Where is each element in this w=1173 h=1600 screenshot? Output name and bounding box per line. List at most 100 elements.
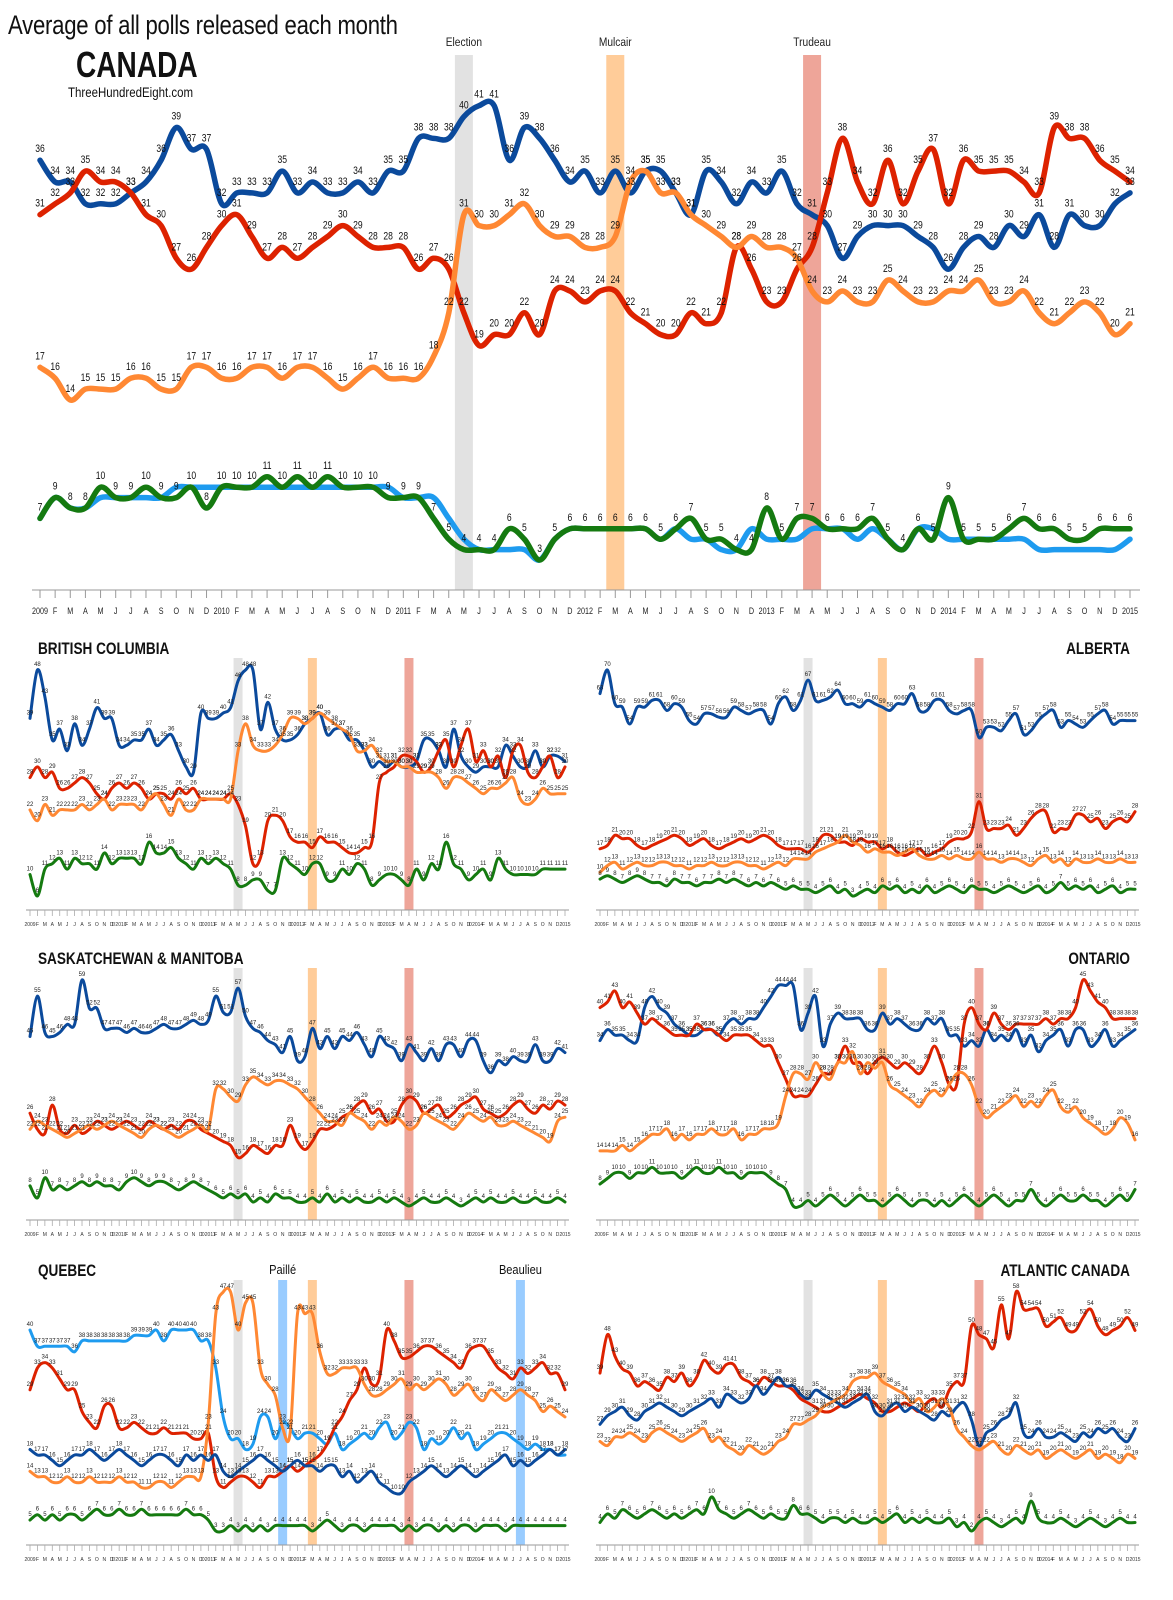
panel-x-tick-label: D <box>110 1557 114 1563</box>
panel-data-label-lpc: 19 <box>294 1133 301 1139</box>
panel-data-label-grn: 10 <box>745 1165 752 1171</box>
panel-data-label-lpc: 16 <box>302 834 309 840</box>
panel-data-label-ndp: 25 <box>554 786 561 792</box>
panel-data-label-grn: 6 <box>695 878 699 884</box>
panel-x-tick-label: O <box>932 922 936 928</box>
panel-data-label-cpc: 54 <box>1109 716 1116 722</box>
panel-x-tick-label: D2012 <box>860 1557 875 1563</box>
panel-data-label-lpc: 26 <box>175 780 182 786</box>
panel-data-label-cpc: 62 <box>827 689 834 695</box>
panel-data-label-ndp: 20 <box>138 1129 145 1135</box>
panel-data-label-cpc: 46 <box>235 673 242 679</box>
panel-data-label-grn: 4 <box>563 1518 567 1524</box>
panel-data-label-cpc: 14 <box>465 1463 472 1469</box>
panel-data-label-ndp: 20 <box>1005 1446 1012 1452</box>
panel-data-label-lpc: 38 <box>738 1369 745 1375</box>
panel-data-label-grn: 9 <box>259 872 263 878</box>
panel-x-tick-label: F <box>873 1557 876 1563</box>
panel-x-tick-label: O <box>1022 1557 1026 1563</box>
data-label-grn: 6 <box>583 512 588 524</box>
panel-data-label-ndp: 27 <box>827 1071 834 1077</box>
panel-data-label-grn: 4 <box>814 885 818 891</box>
panel-data-label-cpc: 41 <box>279 1045 286 1051</box>
panel-x-tick-label: O <box>843 1557 847 1563</box>
panel-data-label-cpc: 61 <box>812 692 819 698</box>
panel-data-label-ndp: 29 <box>413 764 420 770</box>
data-label-grn: 10 <box>232 470 242 482</box>
panel-data-label-ndp: 22 <box>64 802 71 808</box>
panel-series-line-grn <box>28 840 567 898</box>
data-label-ndp: 16 <box>141 361 151 373</box>
panel-data-label-grn: 3 <box>266 1523 270 1529</box>
panel-data-label-grn: 5 <box>1074 1192 1078 1198</box>
panel-data-label-lpc: 31 <box>894 1399 901 1405</box>
panel-data-label-ndp: 32 <box>212 1081 219 1087</box>
panel-data-label-grn: 5 <box>474 1190 478 1196</box>
panel-data-label-cpc: 28 <box>998 1412 1005 1418</box>
panel-x-tick-label: M <box>717 922 721 928</box>
panel-data-label-cpc: 15 <box>302 1458 309 1464</box>
data-label-ndp: 20 <box>1110 318 1120 330</box>
panel-data-label-ndp: 14 <box>946 851 953 857</box>
panel-data-label-grn: 3 <box>1104 1519 1108 1525</box>
data-label-grn: 6 <box>567 512 572 524</box>
panel-data-label-lpc: 33 <box>797 1391 804 1397</box>
panel-data-label-bq: 20 <box>428 1431 435 1437</box>
x-tick-label: O <box>718 606 724 616</box>
panel-data-label-ndp: 28 <box>790 1066 797 1072</box>
panel-x-tick-label: M <box>325 1232 329 1238</box>
panel-data-label-ndp: 26 <box>547 1398 554 1404</box>
data-label-cpc: 32 <box>81 187 91 199</box>
panel-x-tick-label: F <box>873 922 876 928</box>
data-label-cpc: 32 <box>792 187 802 199</box>
panel-data-label-ndp: 21 <box>998 1442 1005 1448</box>
panel-data-label-bq: 21 <box>502 1425 509 1431</box>
panel-data-label-grn: 4 <box>467 1518 471 1524</box>
panel-data-label-lpc: 33 <box>458 1360 465 1366</box>
panel-data-label-ndp: 22 <box>604 1438 611 1444</box>
panel-data-label-grn: 6 <box>177 1507 181 1513</box>
panel-data-label-lpc: 19 <box>656 834 663 840</box>
panel-data-label-lpc: 22 <box>324 1121 331 1127</box>
panel-data-label-bq: 37 <box>34 1338 41 1344</box>
panel-data-label-lpc: 17 <box>790 841 797 847</box>
x-tick-label: M <box>976 606 982 616</box>
panel-x-tick-label: J <box>341 1557 344 1563</box>
panel-data-label-grn: 5 <box>1089 1192 1093 1198</box>
panel-data-label-ndp: 23 <box>775 1433 782 1439</box>
data-label-lpc: 22 <box>520 296 530 308</box>
panel-data-label-grn: 12 <box>205 856 212 862</box>
data-label-lpc: 22 <box>626 296 636 308</box>
panel-data-label-ndp: 24 <box>554 1113 561 1119</box>
data-label-grn: 6 <box>673 512 678 524</box>
data-label-lpc: 28 <box>399 230 409 242</box>
panel-data-label-lpc: 35 <box>738 1027 745 1033</box>
panel-x-tick-label: O <box>273 1557 277 1563</box>
panel-data-label-ndp: 17 <box>656 1126 663 1132</box>
panel-data-label-cpc: 17 <box>554 1447 561 1453</box>
panel-data-label-cpc: 61 <box>931 692 938 698</box>
panel-x-tick-label: D <box>467 1232 471 1238</box>
panel-data-label-ndp: 22 <box>94 1121 101 1127</box>
panel-x-tick-label: F <box>784 1232 787 1238</box>
panel-data-label-ndp: 33 <box>257 743 264 749</box>
panel-data-label-lpc: 40 <box>619 1000 626 1006</box>
panel-data-label-cpc: 35 <box>1028 1027 1035 1033</box>
panel-x-tick-label: N <box>102 1232 106 1238</box>
panel-data-label-ndp: 12 <box>604 858 611 864</box>
panel-data-label-lpc: 24 <box>220 791 227 797</box>
panel-data-label-grn: 4 <box>948 1198 952 1204</box>
panel-data-label-grn: 5 <box>311 1190 315 1196</box>
panel-x-tick-label: M <box>791 922 795 928</box>
panel-x-tick-label: J <box>155 1232 158 1238</box>
panel-data-label-ndp: 14 <box>1072 851 1079 857</box>
panel-data-label-cpc: 35 <box>279 732 286 738</box>
panel-data-label-grn: 6 <box>762 878 766 884</box>
panel-x-tick-label: A <box>437 1557 441 1563</box>
panel-data-label-grn: 4 <box>1111 1514 1115 1520</box>
panel-data-label-cpc: 30 <box>443 759 450 765</box>
panel-data-label-cpc: 48 <box>198 1016 205 1022</box>
panel-data-label-ndp: 22 <box>723 1438 730 1444</box>
panel-data-label-ndp: 30 <box>465 1376 472 1382</box>
panel-data-label-cpc: 57 <box>1042 706 1049 712</box>
